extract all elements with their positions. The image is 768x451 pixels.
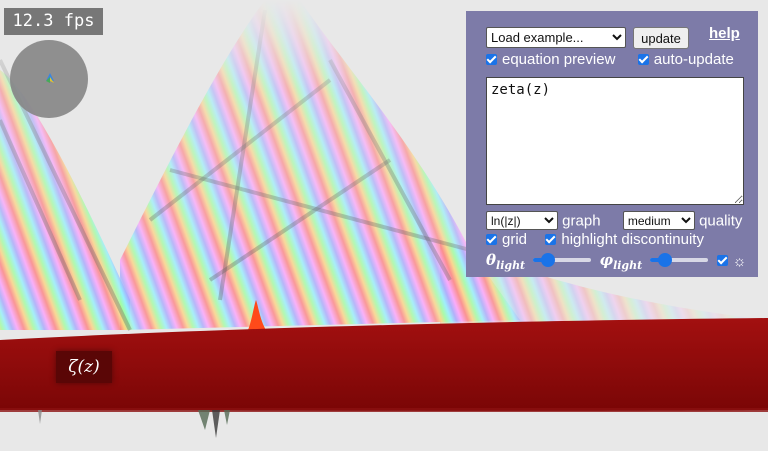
sun-icon: ☼ — [732, 253, 747, 270]
equation-preview-checkbox[interactable] — [486, 54, 497, 65]
equation-preview-label: equation preview — [502, 51, 616, 68]
axes-icon — [46, 73, 54, 83]
auto-update-checkbox[interactable] — [637, 54, 649, 65]
graph-mode-select[interactable]: ln(|z|) — [486, 211, 558, 230]
surface-base-plane — [0, 318, 768, 411]
load-example-select[interactable]: Load example... — [486, 27, 626, 48]
theta-light-slider[interactable] — [533, 253, 592, 267]
update-button[interactable]: update — [633, 27, 689, 49]
theta-light-label: θlight — [486, 251, 526, 272]
quality-select[interactable]: medium — [622, 211, 695, 230]
control-panel: Load example... update help equation pre… — [466, 11, 758, 277]
phi-light-slider[interactable] — [650, 253, 709, 267]
equation-input[interactable]: zeta(z) — [486, 77, 744, 205]
phi-light-label: φlight — [599, 251, 643, 272]
highlight-discontinuity-label: highlight discontinuity — [561, 231, 704, 248]
fps-counter: 12.3 fps — [4, 8, 103, 35]
quality-label: quality — [699, 212, 743, 230]
surface-spike — [248, 300, 266, 330]
function-label: ζ(z) — [56, 351, 112, 383]
grid-checkbox[interactable] — [486, 234, 497, 245]
graph-label: graph — [562, 212, 601, 230]
highlight-discontinuity-checkbox[interactable] — [545, 234, 557, 245]
help-link[interactable]: help — [709, 25, 740, 42]
light-toggle-checkbox[interactable] — [716, 255, 728, 266]
grid-label: grid — [502, 231, 528, 248]
surface-underside-drips — [38, 410, 230, 438]
orientation-gizmo[interactable] — [10, 40, 88, 118]
auto-update-label: auto-update — [653, 51, 734, 68]
